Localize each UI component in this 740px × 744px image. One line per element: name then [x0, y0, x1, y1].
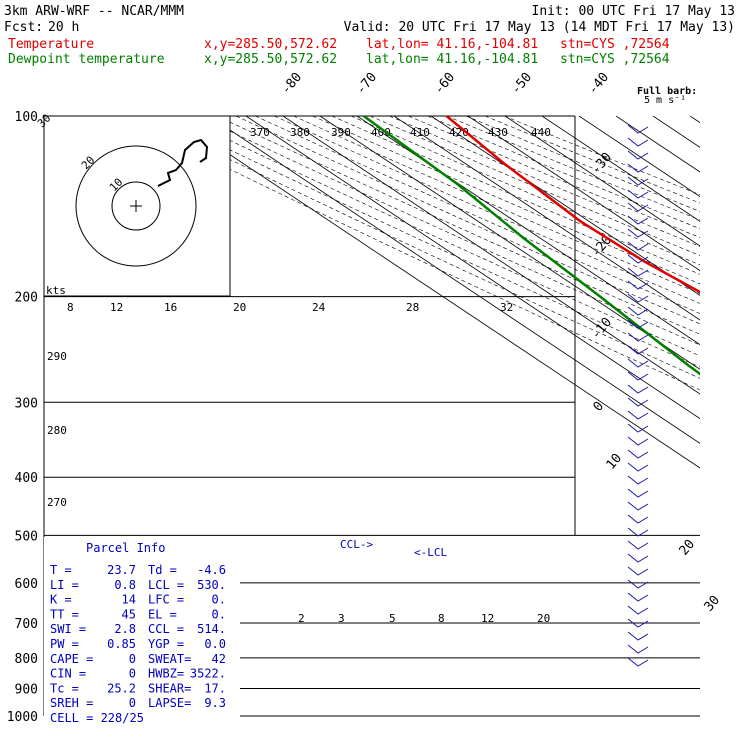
- parcel-value: LCL =: [148, 578, 184, 592]
- fcst-label: Fcst:: [4, 20, 43, 35]
- parcel-value: Tc =: [50, 681, 79, 695]
- parcel-value: CAPE =: [50, 652, 93, 666]
- parcel-value: -4.6: [197, 563, 226, 577]
- parcel-value: SHEAR=: [148, 681, 191, 695]
- parcel-value: K =: [50, 593, 72, 607]
- parcel-value: 9.3: [204, 696, 226, 710]
- pressure-tick-label: 100: [15, 110, 38, 125]
- theta-tick-label: 430: [488, 126, 508, 139]
- theta-tick-label: 380: [290, 126, 310, 139]
- pressure-tick-label: 400: [15, 471, 38, 486]
- parcel-value: SWI =: [50, 622, 86, 636]
- mixing-ratio-tick-label: 3: [338, 612, 345, 625]
- parcel-value: 3522.: [190, 667, 226, 681]
- init-time: Init: 00 UTC Fri 17 May 13: [532, 4, 736, 19]
- parcel-value: CIN =: [50, 667, 86, 681]
- mixing-ratio-tick-label: 16: [164, 301, 177, 314]
- mixing-ratio-tick-label: 32: [500, 301, 513, 314]
- pressure-tick-label: 500: [15, 529, 38, 544]
- parcel-info-panel: Parcel Info T = 23.7 Td = -4.6 LI = 0.8 LCL = 5…: [44, 537, 240, 727]
- dewpoint-legend-latlon: lat,lon= 41.16,-104.81: [366, 52, 538, 67]
- mixing-ratio-tick-label: 20: [537, 612, 550, 625]
- mixing-ratio-tick-label: 2: [298, 612, 305, 625]
- parcel-value: YGP =: [148, 637, 184, 651]
- parcel-value: 0.: [212, 593, 226, 607]
- valid-time: Valid: 20 UTC Fri 17 May 13 (14 MDT Fri …: [344, 20, 735, 35]
- parcel-value: CELL = 228/25: [50, 711, 144, 725]
- dewpoint-legend-name: Dewpoint temperature: [8, 52, 165, 67]
- mixing-ratio-tick-label: 12: [110, 301, 123, 314]
- parcel-value: 0.8: [114, 578, 136, 592]
- theta-tick-label: 440: [531, 126, 551, 139]
- parcel-value: CCL =: [148, 622, 184, 636]
- parcel-value: 530.: [197, 578, 226, 592]
- dewpoint-legend-stn: stn=CYS ,72564: [560, 52, 670, 67]
- theta-tick-label: 290: [47, 350, 67, 363]
- parcel-value: 0: [129, 652, 136, 666]
- pressure-tick-label: 700: [15, 617, 38, 632]
- fcst-hours: 20 h: [48, 20, 79, 35]
- parcel-value: 23.7: [107, 563, 136, 577]
- ccl-annotation: CCL->: [340, 538, 373, 551]
- hodograph: 10 20 30 kts: [35, 112, 230, 297]
- mixing-ratio-tick-label: 28: [406, 301, 419, 314]
- theta-tick-label: 270: [47, 496, 67, 509]
- theta-tick-label: 410: [410, 126, 430, 139]
- pressure-tick-label: 1000: [7, 710, 38, 725]
- mixing-ratio-tick-label: 20: [233, 301, 246, 314]
- parcel-value: 0.0: [204, 637, 226, 651]
- dewpoint-legend-xy: x,y=285.50,572.62: [204, 52, 337, 67]
- pressure-tick-label: 800: [15, 652, 38, 667]
- barb-legend-units: 5 m s⁻¹: [644, 95, 686, 106]
- parcel-value: HWBZ=: [148, 667, 184, 681]
- temperature-legend-xy: x,y=285.50,572.62: [204, 37, 337, 52]
- hodograph-units: kts: [46, 284, 66, 297]
- theta-tick-label: 390: [331, 126, 351, 139]
- parcel-value: 42: [212, 652, 226, 666]
- pressure-tick-label: 900: [15, 683, 38, 698]
- parcel-value: SREH =: [50, 696, 93, 710]
- parcel-value: 2.8: [114, 622, 136, 636]
- parcel-value: 514.: [197, 622, 226, 636]
- temperature-legend-stn: stn=CYS ,72564: [560, 37, 670, 52]
- parcel-value: 0.: [212, 607, 226, 621]
- parcel-value: 0: [129, 696, 136, 710]
- parcel-value: 0: [129, 667, 136, 681]
- parcel-value: 14: [122, 593, 136, 607]
- parcel-value: LAPSE=: [148, 696, 191, 710]
- parcel-value: T =: [50, 563, 72, 577]
- pressure-tick-label: 300: [15, 396, 38, 411]
- parcel-value: SWEAT=: [148, 652, 191, 666]
- mixing-ratio-tick-label: 5: [389, 612, 396, 625]
- pressure-tick-label: 600: [15, 577, 38, 592]
- parcel-value: EL =: [148, 607, 177, 621]
- mixing-ratio-tick-label: 12: [481, 612, 494, 625]
- parcel-info-title: Parcel Info: [86, 541, 165, 555]
- mixing-ratio-tick-label: 8: [67, 301, 74, 314]
- parcel-value: 17.: [204, 681, 226, 695]
- temperature-legend-name: Temperature: [8, 37, 94, 52]
- theta-tick-label: 370: [250, 126, 270, 139]
- mixing-ratio-tick-label: 24: [312, 301, 326, 314]
- lcl-annotation: <-LCL: [414, 546, 447, 559]
- parcel-value: LFC =: [148, 593, 184, 607]
- parcel-value: PW =: [50, 637, 79, 651]
- parcel-value: 45: [122, 607, 136, 621]
- mixing-ratio-tick-label: 8: [438, 612, 445, 625]
- theta-tick-label: 280: [47, 424, 67, 437]
- parcel-value: TT =: [50, 607, 79, 621]
- parcel-value: 25.2: [107, 681, 136, 695]
- parcel-value: Td =: [148, 563, 177, 577]
- parcel-value: 0.85: [107, 637, 136, 651]
- parcel-value: LI =: [50, 578, 79, 592]
- temperature-legend-latlon: lat,lon= 41.16,-104.81: [366, 37, 538, 52]
- model-title: 3km ARW-WRF -- NCAR/MMM: [4, 4, 184, 19]
- pressure-tick-label: 200: [15, 291, 38, 306]
